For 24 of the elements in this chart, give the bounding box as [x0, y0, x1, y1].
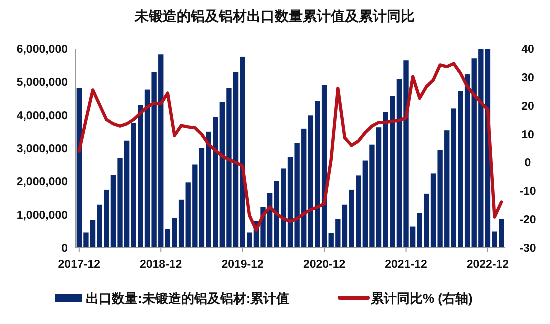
y-tick-label: 3,000,000: [16, 144, 68, 156]
y-tick-label: 2,000,000: [16, 176, 68, 189]
y2-tick-label: -10: [520, 186, 536, 198]
y-tick-label: 6,000,000: [16, 44, 68, 56]
x-tick-label: 2017-12: [58, 259, 101, 271]
y-tick-label: 4,000,000: [16, 110, 68, 122]
x-tick-label: 2019-12: [222, 259, 264, 271]
y2-tick-label: 20: [522, 100, 534, 113]
x-tick-label: 2018-12: [140, 259, 182, 271]
y2-tick-label: 30: [522, 72, 534, 84]
chart-title: 未锻造的铝及铝材出口数量累计值及累计同比: [134, 9, 415, 25]
y2-tick-label: -30: [520, 243, 536, 255]
legend-label: 累计同比% (右轴): [370, 291, 473, 306]
y-tick-label: 1,000,000: [16, 210, 68, 222]
y2-tick-label: -20: [520, 214, 536, 227]
y-tick-label: 5,000,000: [16, 77, 68, 90]
y2-tick-label: 10: [522, 129, 534, 142]
x-tick-label: 2021-12: [385, 259, 428, 271]
x-tick-label: 2022-12: [466, 259, 510, 271]
legend-label: 出口数量:未锻造的铝及铝材:累计值: [86, 291, 290, 306]
x-tick-label: 2020-12: [303, 259, 346, 271]
y2-tick-label: 0: [524, 158, 532, 170]
y-tick-label: 0: [62, 243, 68, 255]
y2-tick-label: 40: [522, 44, 534, 56]
